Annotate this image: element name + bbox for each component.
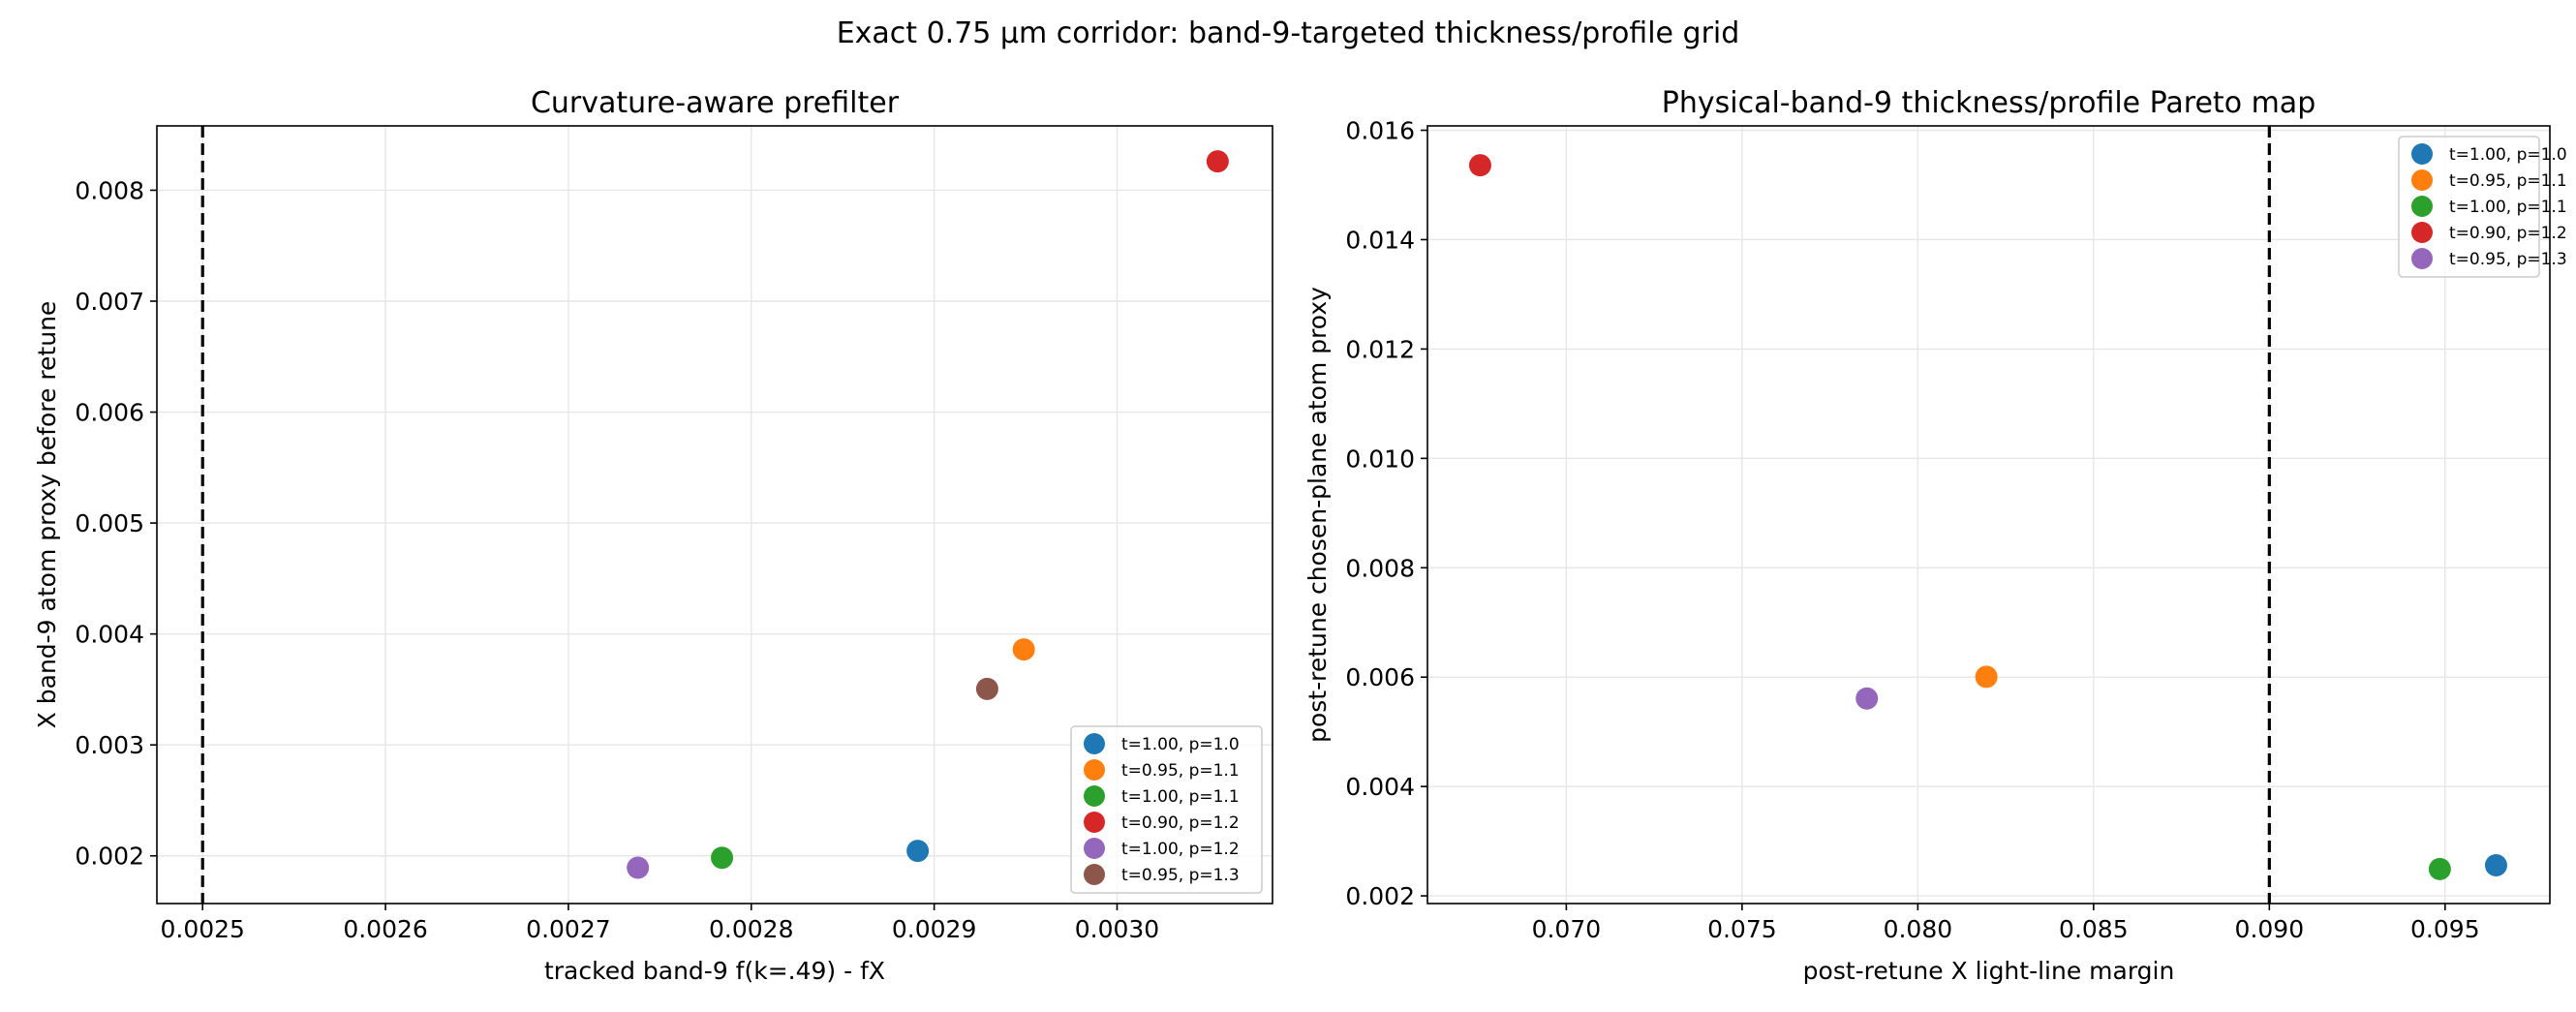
axes-frame bbox=[1426, 125, 2551, 905]
axes-title: Curvature-aware prefilter bbox=[531, 86, 900, 120]
x-tick-label: 0.085 bbox=[2059, 915, 2129, 943]
y-tick-label: 0.008 bbox=[75, 176, 144, 204]
y-axis-label: post-retune chosen-plane atom proxy bbox=[1303, 287, 1332, 743]
y-tick-label: 0.002 bbox=[75, 843, 144, 871]
x-tick-label: 0.0030 bbox=[1075, 915, 1159, 943]
legend-marker bbox=[1084, 812, 1105, 833]
legend-box bbox=[1070, 725, 1263, 894]
x-tick-label: 0.0025 bbox=[160, 915, 244, 943]
legend-label: t=1.00, p=1.1 bbox=[1121, 787, 1240, 807]
x-tick-label: 0.0026 bbox=[343, 915, 427, 943]
data-point bbox=[975, 677, 998, 700]
x-axis-label: tracked band-9 f(k=.49) - fX bbox=[544, 957, 885, 985]
legend-marker bbox=[1084, 864, 1105, 885]
x-tick-label: 0.070 bbox=[1532, 915, 1602, 943]
x-axis-ticks: 0.070 0.075 0.080 0.085 0.090 0.095 bbox=[1532, 904, 2480, 943]
legend-marker bbox=[2411, 248, 2433, 269]
y-tick-label: 0.003 bbox=[75, 731, 144, 759]
y-tick-label: 0.002 bbox=[1345, 882, 1415, 910]
y-tick-label: 0.004 bbox=[75, 621, 144, 649]
x-tick-label: 0.095 bbox=[2410, 915, 2480, 943]
legend-box bbox=[2398, 136, 2540, 278]
x-axis-ticks: 0.0025 0.0026 0.0027 0.0028 0.0029 0.0030 bbox=[160, 904, 1159, 943]
panel-curvature-prefilter: 0.0025 0.0026 0.0027 0.0028 0.0029 0.0030 0.0… bbox=[33, 86, 1273, 985]
legend-marker bbox=[2411, 143, 2433, 165]
legend-marker bbox=[2411, 222, 2433, 243]
legend-label: t=0.95, p=1.1 bbox=[1121, 761, 1240, 781]
data-point bbox=[1975, 665, 1998, 689]
data-point bbox=[1468, 154, 1491, 177]
legend-label: t=1.00, p=1.2 bbox=[1121, 840, 1240, 859]
data-points bbox=[627, 150, 1229, 879]
legend-marker bbox=[2411, 169, 2433, 191]
legend-label: t=0.95, p=1.3 bbox=[2449, 250, 2567, 269]
panel-pareto-map: 0.070 0.075 0.080 0.085 0.090 0.095 0.0020.00… bbox=[1303, 86, 2567, 985]
x-tick-label: 0.075 bbox=[1707, 915, 1777, 943]
legend-marker bbox=[1084, 759, 1105, 781]
y-tick-label: 0.007 bbox=[75, 288, 144, 316]
y-tick-label: 0.010 bbox=[1345, 445, 1415, 473]
y-tick-label: 0.006 bbox=[1345, 663, 1415, 691]
data-point bbox=[711, 846, 734, 870]
data-point bbox=[1855, 687, 1879, 710]
y-axis-ticks: 0.002 0.003 0.004 0.005 0.006 0.007 0.008 bbox=[75, 176, 157, 871]
grid-lines bbox=[157, 126, 1273, 904]
y-axis-label: X band-9 atom proxy before retune bbox=[33, 301, 61, 729]
x-axis-label: post-retune X light-line margin bbox=[1803, 957, 2175, 985]
x-tick-label: 0.0028 bbox=[709, 915, 793, 943]
legend-marker bbox=[1084, 785, 1105, 807]
axes-title: Physical-band-9 thickness/profile Pareto… bbox=[1662, 86, 2315, 120]
data-point bbox=[1206, 150, 1229, 173]
grid-lines bbox=[1427, 126, 2550, 904]
y-axis-ticks: 0.002 0.004 0.006 0.008 0.010 0.012 0.014 0.016 bbox=[1345, 117, 1427, 910]
legend-marker bbox=[1084, 838, 1105, 859]
x-tick-label: 0.0029 bbox=[892, 915, 976, 943]
legend-label: t=0.95, p=1.3 bbox=[1121, 866, 1240, 885]
axes-frame bbox=[156, 125, 1273, 905]
data-point bbox=[2484, 853, 2507, 876]
x-tick-label: 0.0027 bbox=[526, 915, 610, 943]
y-tick-label: 0.008 bbox=[1345, 554, 1415, 582]
y-tick-label: 0.006 bbox=[75, 399, 144, 427]
legend-label: t=0.90, p=1.2 bbox=[1121, 813, 1240, 833]
legend-marker bbox=[1084, 733, 1105, 754]
y-tick-label: 0.012 bbox=[1345, 335, 1415, 363]
legend-label: t=1.00, p=1.1 bbox=[2449, 198, 2567, 217]
legend-label: t=0.90, p=1.2 bbox=[2449, 224, 2567, 243]
x-tick-label: 0.090 bbox=[2235, 915, 2305, 943]
data-points bbox=[1468, 154, 2507, 880]
x-tick-label: 0.080 bbox=[1884, 915, 1953, 943]
data-point bbox=[1012, 638, 1035, 661]
legend-label: t=0.95, p=1.1 bbox=[2449, 171, 2567, 191]
legend-label: t=1.00, p=1.0 bbox=[2449, 145, 2567, 165]
data-point bbox=[2428, 857, 2451, 880]
y-tick-label: 0.016 bbox=[1345, 117, 1415, 145]
data-point bbox=[906, 840, 930, 863]
y-tick-label: 0.014 bbox=[1345, 226, 1415, 254]
figure-suptitle: Exact 0.75 µm corridor: band-9-targeted … bbox=[837, 16, 1740, 50]
legend: t=1.00, p=1.0 t=0.95, p=1.1 t=1.00, p=1.1 t… bbox=[1070, 725, 1263, 894]
y-tick-label: 0.005 bbox=[75, 509, 144, 537]
legend: t=1.00, p=1.0 t=0.95, p=1.1 t=1.00, p=1.1 t… bbox=[2398, 136, 2567, 278]
data-point bbox=[627, 856, 650, 879]
legend-label: t=1.00, p=1.0 bbox=[1121, 735, 1240, 754]
legend-marker bbox=[2411, 196, 2433, 217]
y-tick-label: 0.004 bbox=[1345, 773, 1415, 801]
